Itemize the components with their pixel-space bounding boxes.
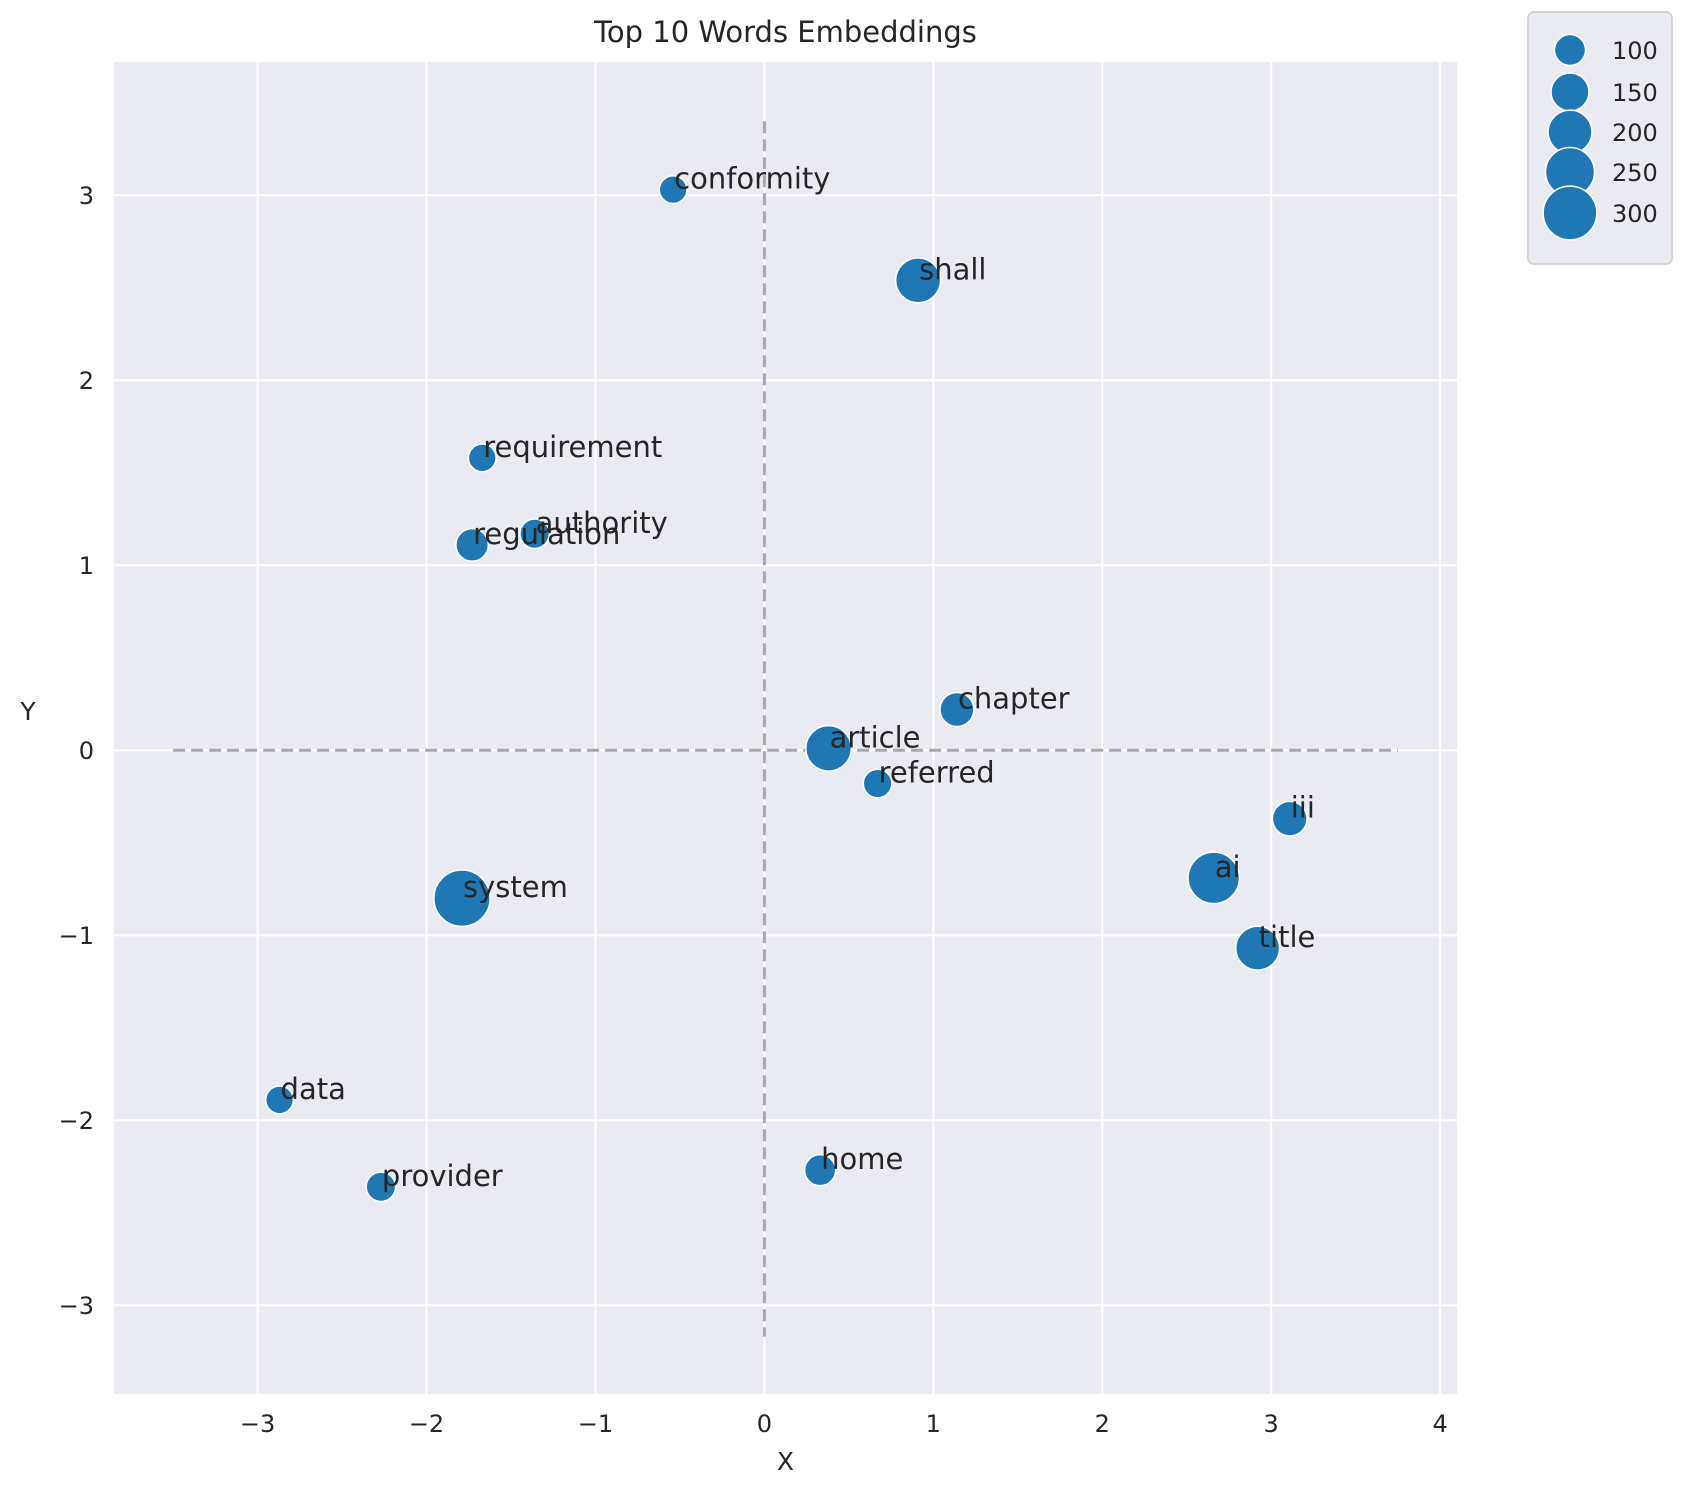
point-system <box>433 869 491 928</box>
point-article <box>805 724 853 772</box>
point-label-conformity: conformity <box>674 162 830 196</box>
legend-label-300: 300 <box>1612 200 1658 228</box>
point-home <box>803 1153 837 1187</box>
chart-title: Top 10 Words Embeddings <box>593 15 977 49</box>
point-referred <box>862 768 893 799</box>
legend-label-200: 200 <box>1612 119 1658 147</box>
y-tick-label: −2 <box>59 1107 94 1135</box>
legend-label-250: 250 <box>1612 159 1658 187</box>
point-authority <box>519 518 551 550</box>
x-tick-label: 2 <box>1095 1410 1110 1438</box>
y-tick-label: −3 <box>59 1292 94 1320</box>
x-tick-label: 0 <box>757 1410 772 1438</box>
x-tick-label: 4 <box>1432 1410 1447 1438</box>
point-label-chapter: chapter <box>958 682 1070 716</box>
point-title <box>1234 925 1281 971</box>
point-label-regulation: regulation <box>473 517 620 551</box>
point-iii <box>1271 800 1308 837</box>
point-chapter <box>939 691 975 728</box>
point-provider <box>365 1171 397 1203</box>
point-label-article: article <box>830 720 921 754</box>
x-tick-label: −3 <box>240 1410 275 1438</box>
y-tick-label: 2 <box>79 367 94 395</box>
point-shall <box>894 257 942 304</box>
point-requirement <box>467 443 497 473</box>
reference-lines <box>173 121 1398 1337</box>
x-tick-label: −2 <box>409 1410 444 1438</box>
point-label-system: system <box>463 870 568 904</box>
point-label-shall: shall <box>919 252 986 286</box>
y-tick-label: 0 <box>79 737 94 765</box>
point-regulation <box>455 527 490 562</box>
point-label-referred: referred <box>879 756 995 790</box>
size-legend: 100 150 200 250 300 <box>1527 11 1673 265</box>
legend-marker-150 <box>1550 72 1590 112</box>
x-tick-label: 1 <box>926 1410 941 1438</box>
x-axis-label: X <box>777 1447 794 1476</box>
data-points: conformity shall requirement authorityregul… <box>264 162 1316 1203</box>
point-ai <box>1187 851 1241 905</box>
x-tick-label: 3 <box>1264 1410 1279 1438</box>
y-tick-label: −1 <box>59 922 94 950</box>
x-tick-labels: −3 −2 −1 0 1 2 3 4 <box>240 1410 1448 1438</box>
plot-area <box>114 62 1457 1394</box>
point-label-provider: provider <box>382 1159 503 1193</box>
point-label-iii: iii <box>1291 791 1315 825</box>
point-data <box>264 1085 295 1115</box>
point-label-data: data <box>281 1072 346 1106</box>
y-tick-label: 1 <box>79 552 94 580</box>
point-label-authority: authority <box>536 506 668 540</box>
y-axis-label: Y <box>19 697 36 726</box>
point-label-home: home <box>821 1142 903 1176</box>
point-label-ai: ai <box>1215 850 1241 884</box>
x-tick-label: −1 <box>578 1410 613 1438</box>
legend-marker-100 <box>1553 33 1587 67</box>
point-label-requirement: requirement <box>483 430 662 464</box>
legend-label-150: 150 <box>1612 79 1658 107</box>
point-conformity <box>658 175 688 205</box>
legend-marker-300 <box>1542 185 1598 241</box>
legend-label-100: 100 <box>1612 37 1658 65</box>
point-label-title: title <box>1259 920 1316 954</box>
y-tick-label: 3 <box>79 182 94 210</box>
y-tick-labels: −3 −2 −1 0 1 2 3 <box>59 182 94 1320</box>
